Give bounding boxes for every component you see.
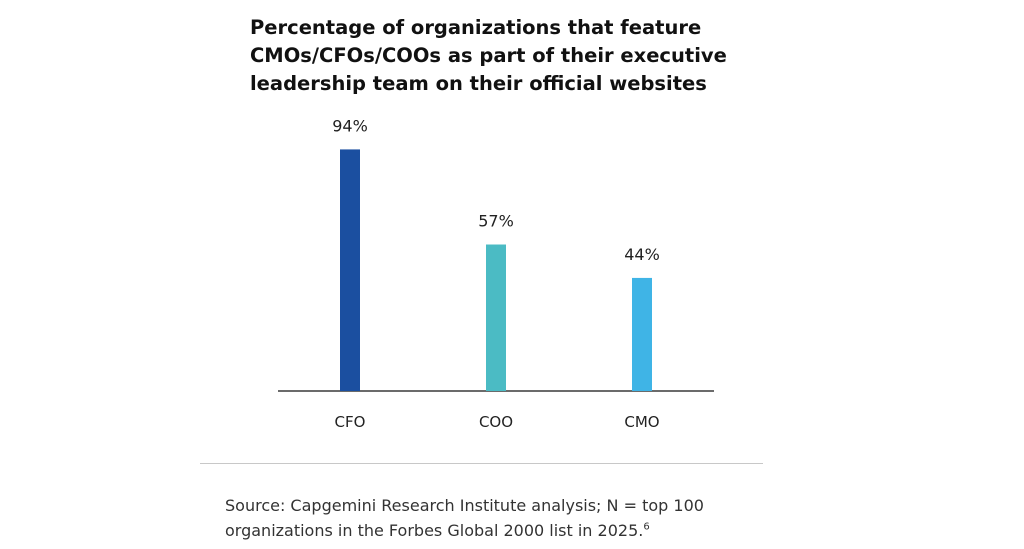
category-label-cmo: CMO xyxy=(624,413,659,431)
bar-cfo xyxy=(340,149,360,391)
chart-title: Percentage of organizations that feature… xyxy=(250,14,770,98)
chart-title-line-3: leadership team on their official websit… xyxy=(250,72,707,95)
divider xyxy=(200,463,763,464)
value-label-cfo: 94% xyxy=(332,116,368,135)
category-label-cfo: CFO xyxy=(335,413,366,431)
footnote-marker: 6 xyxy=(643,521,650,533)
bar-coo xyxy=(486,244,506,391)
source-line-2-text: organizations in the Forbes Global 2000 … xyxy=(225,521,644,540)
source-line-2: organizations in the Forbes Global 2000 … xyxy=(225,518,785,543)
source-note: Source: Capgemini Research Institute ana… xyxy=(225,493,785,543)
source-line-1: Source: Capgemini Research Institute ana… xyxy=(225,496,704,515)
category-label-coo: COO xyxy=(479,413,513,431)
chart-title-line-2: CMOs/CFOs/COOs as part of their executiv… xyxy=(250,44,727,67)
value-label-coo: 57% xyxy=(478,212,514,231)
chart-title-line-1: Percentage of organizations that feature xyxy=(250,16,702,39)
value-label-cmo: 44% xyxy=(624,245,660,264)
bar-cmo xyxy=(632,277,652,391)
